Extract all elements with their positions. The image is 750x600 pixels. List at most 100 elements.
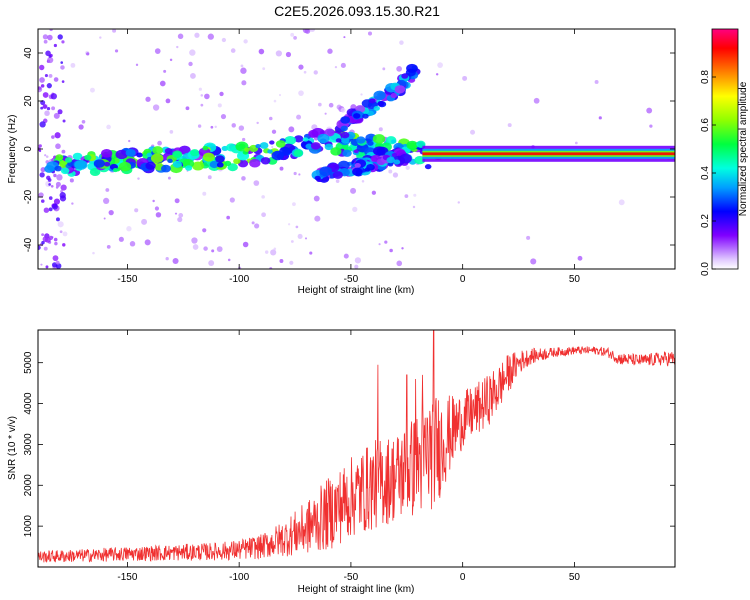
snr-series-line [38,330,675,563]
spectrogram-speckle [207,175,212,180]
spectrogram-cell [401,73,409,79]
colorbar-tick-label: 0.8 [700,70,711,84]
spectrogram-speckle [38,149,42,153]
spectrogram-speckle [106,124,111,130]
spectrogram-speckle [221,37,227,43]
spectrogram-speckle [217,103,222,108]
spectrogram-speckle [114,49,119,53]
spectrogram-speckle [165,98,171,104]
spectrogram-speckle [42,236,49,243]
spectrogram-cell [305,143,313,150]
spectrogram-speckle [52,255,59,262]
spectrogram-cell [115,149,128,160]
spectrogram-cell [310,142,321,150]
spectrogram-speckle [297,233,303,239]
spectrogram-speckle [152,199,155,203]
spectrogram-speckle [56,174,63,181]
spectrogram-speckle [269,116,273,121]
spectrogram-speckle [128,139,131,143]
spectrogram-speckle [378,127,383,132]
spectrogram-cell [377,100,385,107]
spectrogram-speckle [44,110,50,117]
spectrogram-speckle [230,48,236,53]
spectrogram-cell [136,152,143,158]
spectrogram-speckle [78,124,84,130]
spectrogram-speckle [279,166,284,171]
spectrogram-speckle [285,51,292,58]
spectrogram-speckle [251,221,255,225]
spectrogram-speckle [646,107,653,114]
x-tick-label: -150 [117,274,137,285]
spectrogram-speckle [43,207,50,213]
spectrogram-speckle [389,248,393,253]
spectrogram-speckle [258,48,265,55]
spectrogram-speckle [340,107,346,113]
spectrogram-cell [167,158,173,164]
snr-x-label: Height of straight line (km) [298,584,415,595]
spectrogram-speckle [295,225,299,229]
spectrogram-speckle [86,52,90,56]
spectrogram-cell [64,157,73,163]
spectrogram-speckle [165,257,169,261]
y-tick-label: -20 [23,189,34,204]
spectrogram-speckle [190,73,196,79]
spectrogram-cell [302,137,309,142]
spectrogram-cell [393,159,401,165]
spectrogram-speckle [57,221,64,228]
spectrogram-speckle [49,29,53,32]
spectrogram-speckle [135,63,139,67]
spectrogram-speckle [59,195,67,202]
spectrogram-cell [152,146,163,155]
spectrogram-panel: -150 -100 -50 0 50 40 20 0 -20 -40 Height of str… [7,28,676,296]
spectrogram-speckle [42,104,48,109]
colorbar-tick-label: 0.0 [700,262,711,276]
spectrogram-speckle [176,45,179,49]
spectrogram-speckle [242,137,246,142]
spectrogram-cell [324,143,334,151]
spectrogram-speckle [49,53,53,58]
spectrogram-speckle [314,215,321,222]
spectrogram-speckle [154,48,161,54]
spectrogram-cell [367,140,374,146]
y-tick-label: 20 [23,95,34,107]
colorbar-tick-label: 0.4 [700,166,711,180]
spectrogram-speckle [360,93,363,96]
spectrogram-speckle [313,70,318,75]
spectrogram-cell [233,158,241,165]
spectrogram-cell [125,149,136,157]
spectrogram-speckle [526,235,531,240]
y-tick-label: -40 [23,237,34,252]
spectrogram-speckle [61,40,65,44]
spectrogram-speckle [185,106,190,111]
x-tick-label: -100 [229,274,249,285]
spectrogram-cell [185,165,193,171]
snr-frame [37,329,676,568]
spectrogram-speckle [367,31,373,36]
spectrogram-speckle [51,135,55,139]
spectrogram-cell [340,131,350,139]
snr-x-ticks: -150 -100 -50 0 50 [117,330,580,583]
spectrogram-cell [93,159,105,168]
spectrogram-speckle [40,84,45,88]
spectrogram-speckle [159,80,166,87]
x-tick-label: -50 [344,274,359,285]
spectrogram-speckle [54,132,61,139]
spectrogram-speckle [198,87,202,91]
spectrogram-cell [342,149,352,157]
spectrogram-speckle [598,116,602,120]
spectrogram-speckle [401,247,404,250]
spectrogram-speckle [273,99,277,103]
spectrogram-cell [362,113,369,119]
spectrogram-cell [216,162,224,168]
spectrogram-speckle [261,212,266,218]
spectrogram-cell [317,133,330,144]
spectrogram-speckle [177,33,184,40]
spectrogram-speckle [200,94,204,97]
spectrogram-speckle [71,202,74,205]
spectrogram-speckle [298,90,304,96]
spectrogram-cell [267,149,273,154]
spectrogram-speckle [61,80,65,83]
spectrogram-cell [244,147,250,152]
spectrogram-speckle [388,169,393,174]
spectrogram-speckle [46,106,51,111]
